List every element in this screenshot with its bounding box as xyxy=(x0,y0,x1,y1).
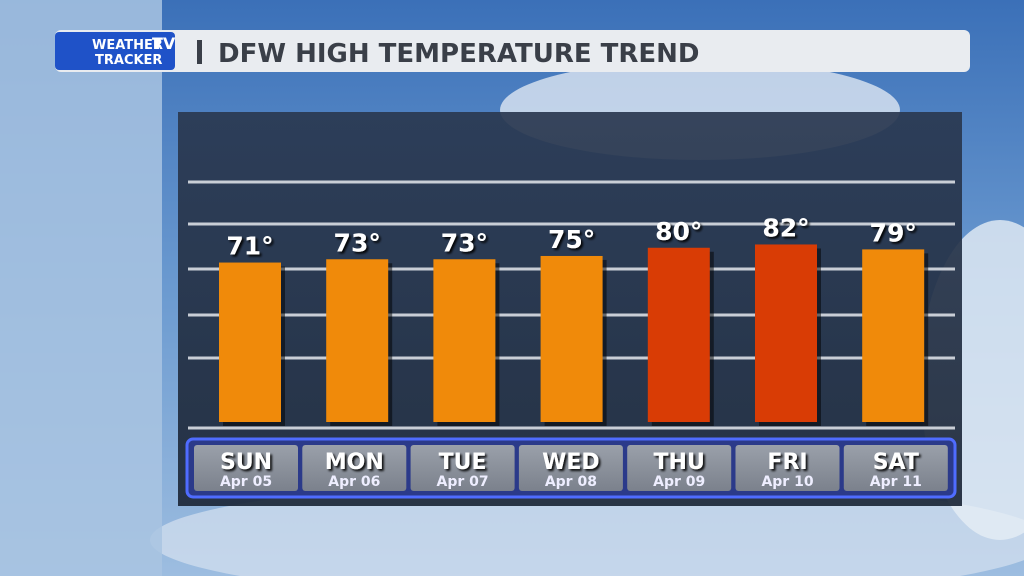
x-tick-label: THU xyxy=(654,450,705,475)
day-box xyxy=(627,445,732,491)
logo-text: TRACKER xyxy=(95,53,162,68)
value-label: 79° xyxy=(870,218,917,247)
bar xyxy=(647,247,710,422)
value-label: 73° xyxy=(441,228,488,257)
logo xyxy=(55,32,175,70)
logo-badge: TV xyxy=(152,34,176,53)
title-bar xyxy=(55,30,970,72)
x-tick-label: SUN xyxy=(220,450,272,475)
title-divider xyxy=(197,40,202,64)
date-label: Apr 06 xyxy=(328,474,380,490)
day-box xyxy=(735,445,840,491)
bar xyxy=(326,259,389,422)
bar xyxy=(862,249,925,422)
value-label: 80° xyxy=(655,217,702,246)
x-tick-label: TUE xyxy=(439,450,487,475)
value-label: 73° xyxy=(334,228,381,257)
day-box xyxy=(194,445,298,491)
side-strip xyxy=(0,0,162,576)
bar xyxy=(755,244,817,422)
date-label: Apr 11 xyxy=(870,474,922,490)
day-box xyxy=(410,445,515,491)
value-label: 71° xyxy=(226,232,273,261)
x-tick-label: WED xyxy=(542,450,600,475)
value-label: 82° xyxy=(762,213,809,242)
bar xyxy=(219,262,281,422)
logo-text: WEATHER xyxy=(92,38,163,53)
bar xyxy=(433,259,496,422)
bar xyxy=(540,255,603,422)
date-label: Apr 07 xyxy=(437,474,489,490)
date-label: Apr 08 xyxy=(545,474,597,490)
value-label: 75° xyxy=(548,225,595,254)
date-label: Apr 10 xyxy=(761,474,813,490)
chart-title: DFW HIGH TEMPERATURE TREND xyxy=(218,39,700,69)
x-tick-label: SAT xyxy=(873,450,919,475)
day-box xyxy=(843,445,948,491)
x-tick-label: FRI xyxy=(767,450,807,475)
day-box xyxy=(302,445,407,491)
x-tick-label: MON xyxy=(325,450,384,475)
day-box xyxy=(518,445,623,491)
date-label: Apr 09 xyxy=(653,474,705,490)
date-label: Apr 05 xyxy=(220,474,272,490)
